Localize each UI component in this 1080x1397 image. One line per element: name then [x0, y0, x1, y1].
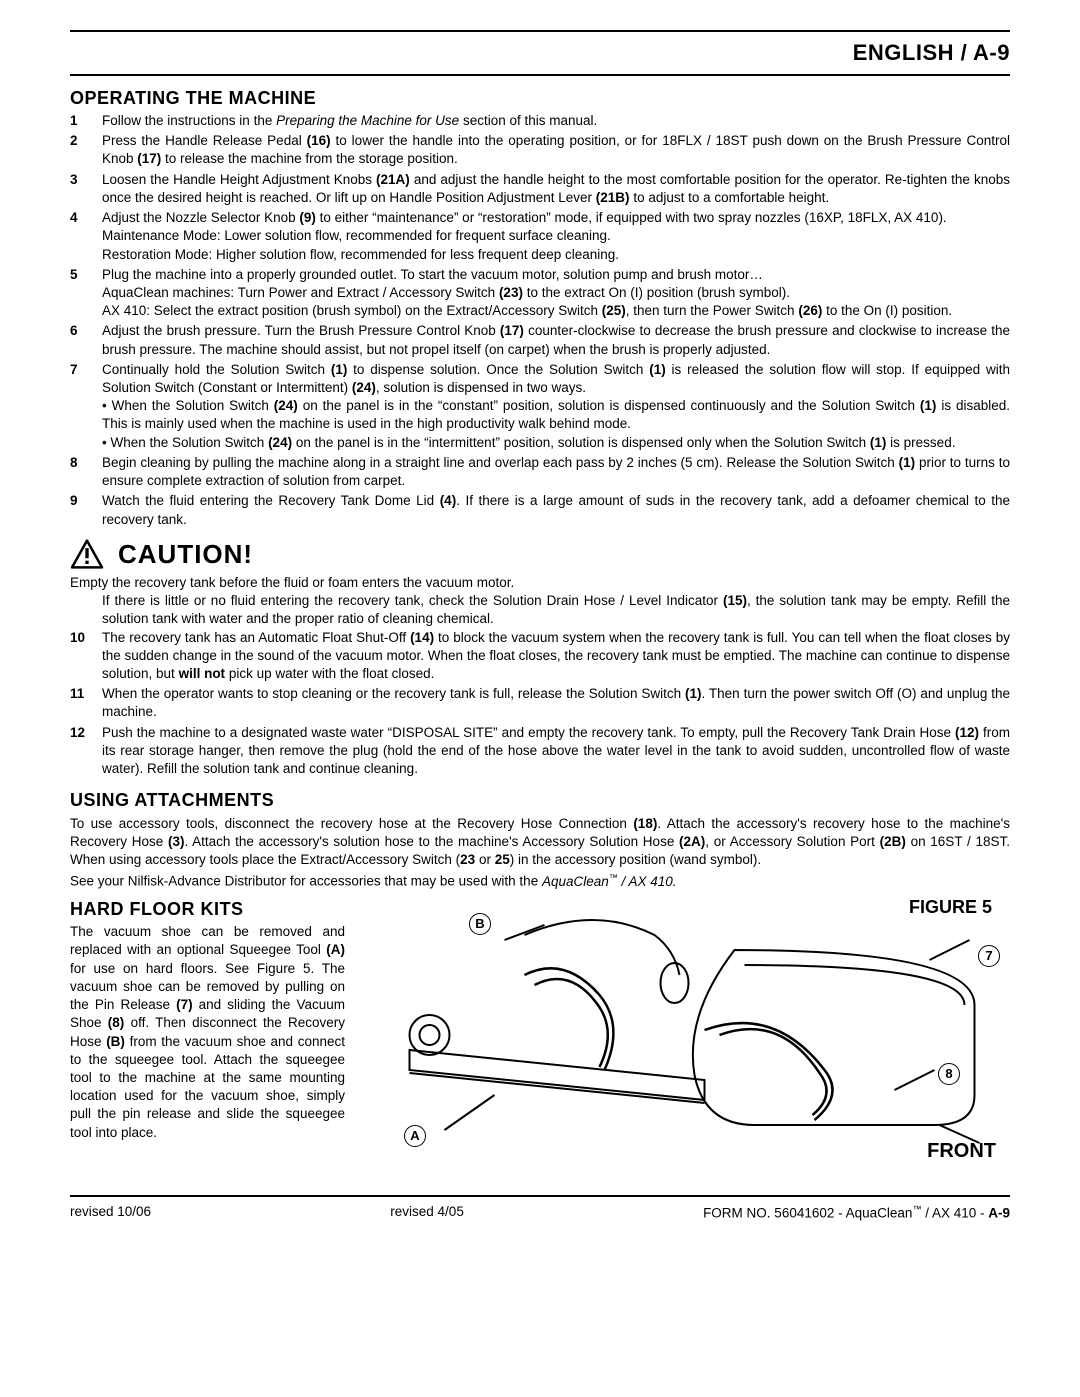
callout-8: 8 — [938, 1063, 960, 1085]
attachments-p1: To use accessory tools, disconnect the r… — [70, 815, 1010, 870]
step-number: 11 — [70, 685, 102, 721]
step-number: 5 — [70, 266, 102, 321]
step-number: 1 — [70, 112, 102, 130]
footer-left: revised 10/06 — [70, 1203, 151, 1223]
top-rule — [70, 30, 1010, 32]
section3-title: HARD FLOOR KITS — [70, 897, 345, 921]
step-text: Plug the machine into a properly grounde… — [102, 266, 1010, 321]
footer-right: FORM NO. 56041602 - AquaClean™ / AX 410 … — [703, 1203, 1010, 1223]
section1-title: OPERATING THE MACHINE — [70, 86, 1010, 110]
step-number: 12 — [70, 724, 102, 779]
page-header: ENGLISH / A-9 — [70, 38, 1010, 68]
caution-line2: If there is little or no fluid entering … — [70, 592, 1010, 628]
callout-7: 7 — [978, 945, 1000, 967]
caution-row: CAUTION! — [70, 537, 1010, 572]
step-item: 4Adjust the Nozzle Selector Knob (9) to … — [70, 209, 1010, 264]
step-number: 7 — [70, 361, 102, 452]
step-text: Continually hold the Solution Switch (1)… — [102, 361, 1010, 452]
front-label: FRONT — [927, 1138, 996, 1165]
caution-word: CAUTION! — [118, 537, 253, 572]
step-text: Push the machine to a designated waste w… — [102, 724, 1010, 779]
footer: revised 10/06 revised 4/05 FORM NO. 5604… — [70, 1203, 1010, 1223]
hard-floor-row: HARD FLOOR KITS The vacuum shoe can be r… — [70, 895, 1010, 1185]
step-number: 3 — [70, 171, 102, 207]
step-item: 12Push the machine to a designated waste… — [70, 724, 1010, 779]
step-text: Follow the instructions in the Preparing… — [102, 112, 1010, 130]
step-text: When the operator wants to stop cleaning… — [102, 685, 1010, 721]
step-number: 8 — [70, 454, 102, 490]
step-text: The recovery tank has an Automatic Float… — [102, 629, 1010, 684]
step-number: 2 — [70, 132, 102, 168]
step-number: 6 — [70, 322, 102, 358]
section2-title: USING ATTACHMENTS — [70, 788, 1010, 812]
step-item: 6Adjust the brush pressure. Turn the Bru… — [70, 322, 1010, 358]
step-text: Press the Handle Release Pedal (16) to l… — [102, 132, 1010, 168]
step-text: Loosen the Handle Height Adjustment Knob… — [102, 171, 1010, 207]
step-text: Adjust the brush pressure. Turn the Brus… — [102, 322, 1010, 358]
step-item: 1Follow the instructions in the Preparin… — [70, 112, 1010, 130]
warning-icon — [70, 539, 104, 569]
figure5-diagram — [359, 895, 1010, 1175]
header-rule — [70, 74, 1010, 76]
step-text: Adjust the Nozzle Selector Knob (9) to e… — [102, 209, 1010, 264]
caution-line1: Empty the recovery tank before the fluid… — [70, 574, 1010, 592]
step-number: 9 — [70, 492, 102, 528]
step-item: 2Press the Handle Release Pedal (16) to … — [70, 132, 1010, 168]
step-item: 5Plug the machine into a properly ground… — [70, 266, 1010, 321]
footer-rule — [70, 1195, 1010, 1197]
caution-steps: 10The recovery tank has an Automatic Flo… — [70, 629, 1010, 779]
step-number: 10 — [70, 629, 102, 684]
step-item: 11When the operator wants to stop cleani… — [70, 685, 1010, 721]
callout-B: B — [469, 913, 491, 935]
step-text: Watch the fluid entering the Recovery Ta… — [102, 492, 1010, 528]
step-number: 4 — [70, 209, 102, 264]
step-item: 9Watch the fluid entering the Recovery T… — [70, 492, 1010, 528]
step-text: Begin cleaning by pulling the machine al… — [102, 454, 1010, 490]
operating-steps: 1Follow the instructions in the Preparin… — [70, 112, 1010, 529]
step-item: 3Loosen the Handle Height Adjustment Kno… — [70, 171, 1010, 207]
step-item: 7Continually hold the Solution Switch (1… — [70, 361, 1010, 452]
figure-label: FIGURE 5 — [909, 895, 992, 919]
hard-floor-body: The vacuum shoe can be removed and repla… — [70, 923, 345, 1142]
step-item: 10The recovery tank has an Automatic Flo… — [70, 629, 1010, 684]
footer-mid: revised 4/05 — [151, 1203, 703, 1223]
figure5-area: FIGURE 5 — [359, 895, 1010, 1185]
attachments-p2: See your Nilfisk-Advance Distributor for… — [70, 871, 1010, 891]
step-item: 8Begin cleaning by pulling the machine a… — [70, 454, 1010, 490]
callout-A: A — [404, 1125, 426, 1147]
